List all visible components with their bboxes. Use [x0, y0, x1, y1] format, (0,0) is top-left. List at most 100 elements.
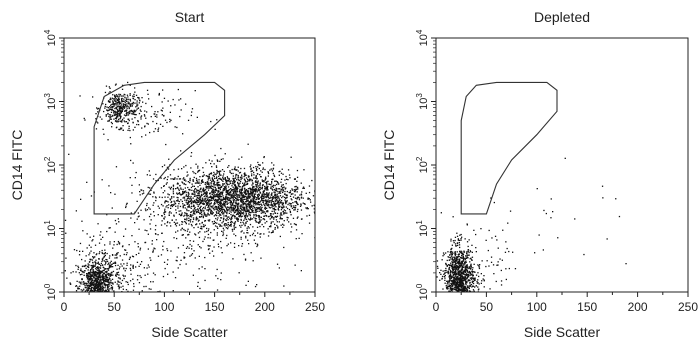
data-point — [278, 196, 280, 198]
data-point — [454, 276, 456, 278]
data-point — [129, 110, 131, 112]
data-point — [99, 285, 102, 288]
data-point — [215, 206, 218, 208]
data-point — [104, 287, 106, 289]
data-point — [77, 286, 79, 288]
data-point — [260, 212, 262, 214]
data-point — [156, 122, 158, 125]
data-point — [79, 269, 82, 272]
data-point — [108, 108, 111, 110]
data-point — [308, 185, 311, 187]
data-point — [465, 264, 467, 266]
data-point — [86, 278, 89, 280]
data-point — [264, 211, 266, 213]
data-point — [187, 200, 190, 202]
data-point — [126, 103, 128, 105]
data-point — [242, 221, 244, 223]
data-point — [236, 212, 239, 215]
data-point — [112, 270, 115, 273]
data-point — [243, 184, 245, 186]
data-point — [204, 193, 207, 195]
data-point — [110, 104, 112, 106]
data-point — [236, 210, 238, 212]
data-point — [99, 273, 101, 276]
data-point — [216, 268, 218, 271]
data-point — [172, 290, 174, 292]
data-point — [288, 174, 291, 176]
data-point — [214, 222, 217, 224]
data-point — [108, 109, 110, 111]
data-point — [125, 203, 128, 205]
data-point — [466, 267, 469, 269]
data-point — [214, 128, 216, 130]
data-point — [129, 112, 131, 114]
data-point — [247, 180, 249, 182]
data-point — [186, 215, 188, 217]
data-point — [206, 183, 208, 185]
data-point — [458, 261, 460, 263]
data-point — [267, 199, 269, 201]
data-point — [213, 203, 215, 205]
data-point — [215, 208, 217, 211]
data-point — [233, 204, 236, 207]
data-point — [251, 180, 253, 182]
data-point — [135, 106, 137, 108]
data-point — [262, 212, 264, 214]
data-point — [233, 194, 235, 196]
data-point — [118, 286, 120, 288]
data-point — [236, 169, 238, 171]
data-point — [199, 212, 201, 214]
data-point — [210, 210, 213, 212]
data-point — [464, 258, 466, 260]
data-point — [106, 276, 109, 279]
data-point — [149, 228, 152, 230]
data-point — [280, 218, 282, 220]
data-point — [93, 265, 95, 267]
data-point — [209, 193, 211, 195]
data-point — [97, 266, 99, 269]
data-point — [129, 105, 131, 108]
data-point — [217, 185, 219, 187]
data-point — [237, 166, 239, 168]
data-point — [99, 290, 101, 292]
data-point — [185, 194, 188, 196]
data-point — [93, 277, 95, 279]
data-point — [264, 207, 266, 209]
data-point — [230, 213, 232, 216]
data-point — [210, 183, 212, 185]
data-point — [216, 226, 218, 228]
data-point — [175, 231, 177, 233]
data-point — [78, 254, 81, 256]
data-point — [93, 275, 96, 277]
data-point — [126, 109, 128, 111]
data-point — [232, 203, 234, 205]
data-point — [464, 271, 467, 273]
data-point — [465, 268, 468, 271]
data-point — [96, 281, 98, 283]
data-point — [218, 192, 220, 195]
data-point — [240, 167, 242, 170]
data-point — [137, 274, 139, 277]
data-point — [97, 286, 99, 288]
data-point — [266, 182, 268, 185]
data-point — [87, 289, 89, 292]
data-point — [451, 276, 453, 278]
data-point — [97, 282, 100, 285]
data-point — [454, 281, 457, 283]
data-point — [252, 203, 255, 205]
data-point — [117, 264, 119, 266]
data-point — [257, 197, 259, 200]
data-point — [483, 279, 485, 281]
data-point — [217, 191, 219, 193]
data-point — [200, 198, 202, 201]
data-point — [176, 237, 178, 240]
data-point — [262, 184, 264, 186]
data-point — [164, 176, 166, 179]
x-axis-label: Side Scatter — [151, 324, 228, 340]
data-point — [171, 219, 173, 221]
data-point — [137, 104, 139, 106]
data-point — [457, 286, 459, 288]
data-point — [118, 100, 120, 102]
data-point — [241, 212, 243, 215]
data-point — [221, 179, 223, 181]
